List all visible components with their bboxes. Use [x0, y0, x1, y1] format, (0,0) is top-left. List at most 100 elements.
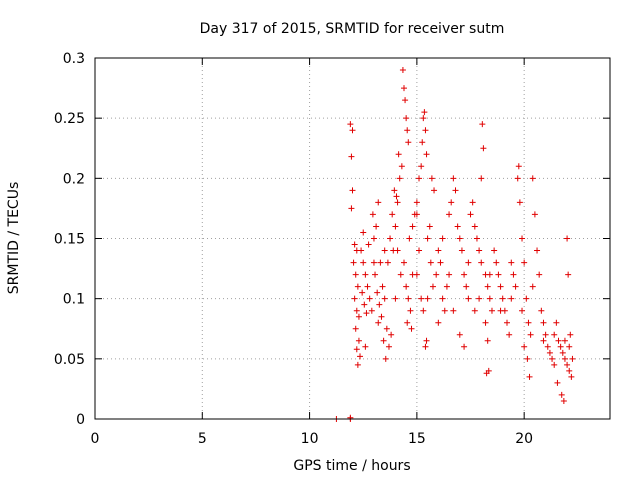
data-point: [446, 211, 453, 218]
data-point: [378, 313, 385, 320]
data-point: [446, 271, 453, 278]
data-point: [529, 283, 536, 290]
data-point: [422, 343, 429, 350]
data-point: [450, 175, 457, 182]
data-point: [439, 295, 446, 302]
data-point: [404, 319, 411, 326]
data-point: [426, 223, 433, 230]
data-point: [355, 313, 362, 320]
data-point: [380, 337, 387, 344]
data-point: [382, 355, 389, 362]
data-point: [555, 337, 562, 344]
data-point: [569, 355, 576, 362]
data-point: [554, 379, 561, 386]
data-point: [420, 307, 427, 314]
y-tick-label: 0.15: [54, 232, 85, 248]
data-point: [565, 271, 572, 278]
data-point: [401, 85, 407, 92]
data-point: [418, 163, 425, 170]
axis-ticks: 0 0.05 0.1 0.15 0.2 0.25 0.3 0 5 10 15 20: [54, 51, 610, 447]
data-point: [510, 271, 517, 278]
data-point: [406, 235, 413, 242]
y-tick-label: 0.25: [54, 111, 85, 127]
data-point: [348, 205, 355, 212]
data-point: [519, 307, 526, 314]
data-point: [375, 199, 382, 206]
data-point: [353, 307, 360, 314]
data-point: [416, 247, 423, 254]
data-point: [486, 271, 493, 278]
data-point: [357, 353, 364, 360]
data-points: [333, 67, 576, 422]
data-point: [402, 97, 409, 104]
data-point: [398, 163, 405, 170]
data-point: [519, 235, 526, 242]
data-point: [418, 295, 425, 302]
data-point: [560, 397, 567, 404]
data-point: [456, 235, 463, 242]
data-point: [354, 283, 361, 290]
data-point: [568, 373, 575, 380]
data-point: [383, 325, 390, 332]
data-point: [523, 295, 530, 302]
data-point: [461, 271, 468, 278]
data-point: [366, 295, 373, 302]
data-point: [506, 331, 513, 338]
data-point: [566, 343, 573, 350]
data-point: [362, 343, 369, 350]
data-point: [373, 223, 380, 230]
data-point: [561, 337, 568, 344]
data-point: [353, 346, 360, 353]
data-point: [351, 241, 358, 248]
data-point: [423, 337, 430, 344]
data-point: [483, 370, 490, 377]
data-point: [379, 283, 386, 290]
data-point: [482, 319, 489, 326]
data-point: [476, 295, 483, 302]
data-point: [347, 414, 354, 421]
data-point: [394, 247, 401, 254]
data-point: [365, 241, 372, 248]
x-tick-label: 10: [301, 431, 319, 447]
x-tick-label: 20: [515, 431, 533, 447]
data-point: [361, 301, 368, 308]
data-point: [404, 127, 411, 134]
data-point: [433, 271, 440, 278]
data-point: [566, 367, 573, 374]
data-point: [551, 361, 558, 368]
data-point: [439, 235, 446, 242]
data-point: [486, 295, 493, 302]
data-point: [549, 355, 556, 362]
data-point: [521, 343, 528, 350]
data-point: [424, 235, 431, 242]
data-point: [512, 283, 519, 290]
data-point: [497, 283, 504, 290]
grid-layer: [95, 58, 610, 419]
data-point: [534, 247, 541, 254]
data-point: [497, 307, 504, 314]
data-point: [471, 307, 478, 314]
data-point: [461, 343, 468, 350]
x-axis-label: GPS time / hours: [293, 458, 410, 474]
data-point: [561, 355, 568, 362]
data-point: [399, 67, 406, 74]
data-point: [515, 163, 522, 170]
data-point: [567, 331, 574, 338]
data-point: [443, 283, 450, 290]
data-point: [354, 361, 361, 368]
data-point: [355, 337, 362, 344]
data-point: [504, 319, 510, 326]
data-point: [540, 337, 547, 344]
data-point: [553, 319, 560, 326]
data-point: [476, 247, 483, 254]
data-point: [437, 259, 444, 266]
data-point: [409, 223, 416, 230]
data-point: [480, 145, 487, 152]
data-point: [413, 199, 420, 206]
data-point: [394, 199, 401, 206]
data-point: [358, 247, 365, 254]
data-point: [391, 187, 398, 194]
data-point: [427, 259, 434, 266]
data-point: [469, 199, 476, 206]
